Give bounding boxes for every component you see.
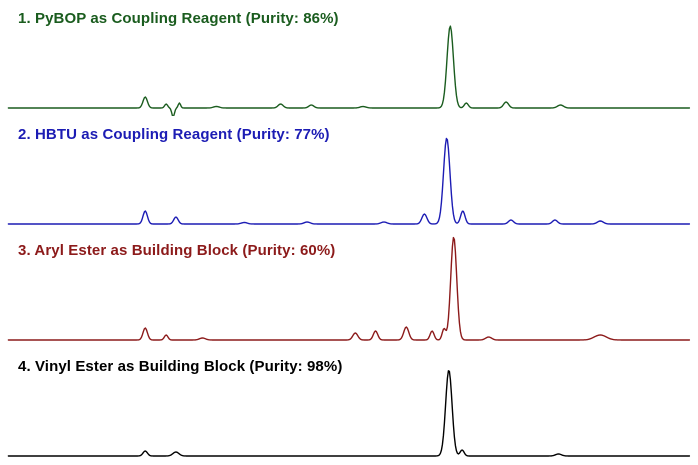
panel-vinyl-ester: 4. Vinyl Ester as Building Block (Purity… (0, 348, 698, 465)
panel-vinyl-ester-trace (7, 370, 691, 457)
panel-pybop-label: 1. PyBOP as Coupling Reagent (Purity: 86… (18, 10, 339, 27)
panel-hbtu-label: 2. HBTU as Coupling Reagent (Purity: 77%… (18, 126, 330, 143)
panel-pybop-trace (7, 25, 691, 116)
panel-aryl-ester-label: 3. Aryl Ester as Building Block (Purity:… (18, 242, 336, 259)
panel-hbtu: 2. HBTU as Coupling Reagent (Purity: 77%… (0, 116, 698, 232)
panel-aryl-ester-trace (7, 236, 691, 341)
panel-pybop: 1. PyBOP as Coupling Reagent (Purity: 86… (0, 0, 698, 116)
panel-hbtu-trace (7, 137, 691, 225)
panel-aryl-ester: 3. Aryl Ester as Building Block (Purity:… (0, 232, 698, 348)
panel-vinyl-ester-label: 4. Vinyl Ester as Building Block (Purity… (18, 358, 343, 375)
